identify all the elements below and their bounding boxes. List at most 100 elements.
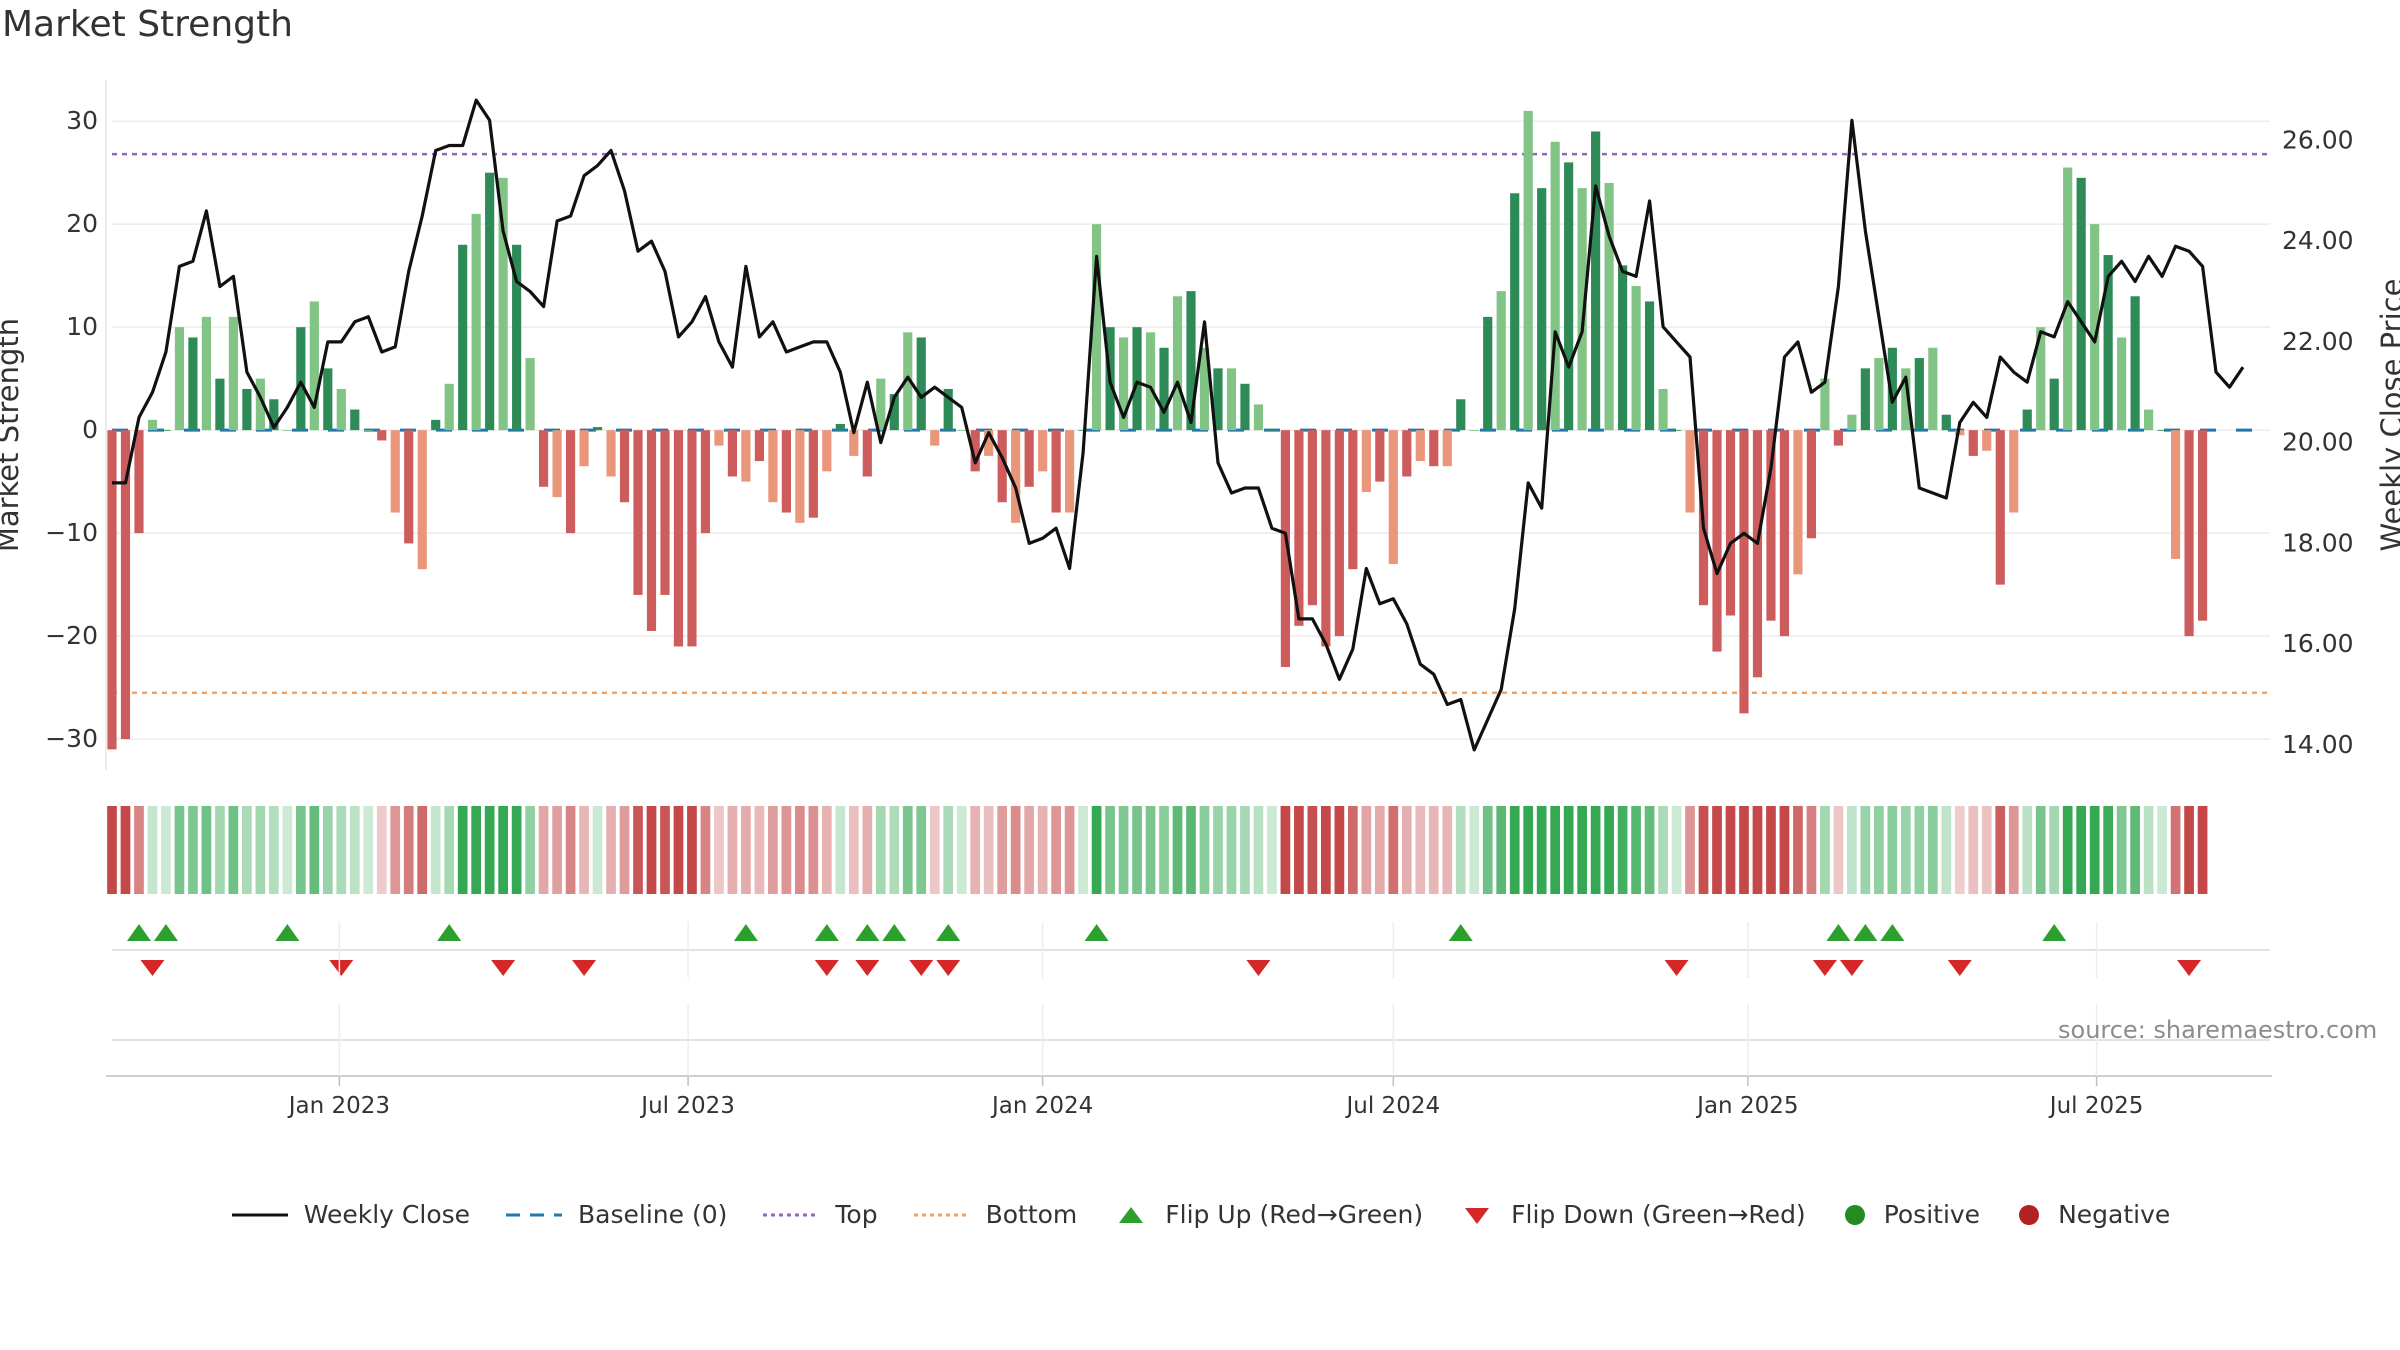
- strength-bar: [727, 430, 738, 477]
- flip-up-marker: [733, 924, 758, 941]
- y-axis-title: Market Strength: [0, 318, 25, 552]
- strength-bar: [2197, 430, 2208, 621]
- strength-bar: [1766, 430, 1776, 621]
- heat-cell: [1321, 806, 1331, 894]
- heat-cell: [1604, 806, 1614, 894]
- heat-cell: [1536, 806, 1547, 894]
- heat-cell: [1213, 806, 1223, 894]
- heat-cell: [1887, 806, 1898, 894]
- strength-bar: [1429, 430, 1439, 467]
- heat-cell: [1091, 806, 1102, 894]
- strength-bar: [1847, 414, 1857, 431]
- strength-bar: [2130, 296, 2140, 431]
- heat-cell: [929, 806, 940, 894]
- y-tick-label: 20: [66, 209, 98, 238]
- heat-cell: [484, 806, 495, 894]
- strength-bar: [997, 430, 1007, 503]
- heat-cell: [1550, 806, 1561, 894]
- strength-bar: [404, 430, 414, 544]
- heat-cell: [1995, 806, 2006, 894]
- legend-item-negative: Negative: [2014, 1200, 2170, 1229]
- strength-bar: [1739, 430, 1749, 714]
- heat-cell: [1253, 806, 1264, 894]
- x-tick-label: Jan 2025: [1695, 1093, 1798, 1119]
- strength-bar: [1375, 430, 1385, 482]
- strength-bar: [2144, 409, 2154, 431]
- strength-bar: [1240, 383, 1250, 431]
- strength-bar: [1550, 141, 1560, 431]
- heat-cell: [619, 806, 630, 894]
- heat-cell: [1051, 806, 1061, 894]
- strength-bar: [269, 399, 279, 431]
- heat-cell: [1482, 806, 1493, 894]
- heat-cell: [2143, 806, 2154, 894]
- heat-cell: [1226, 806, 1237, 894]
- strength-bar: [862, 430, 872, 477]
- strength-bar: [107, 430, 117, 750]
- heat-cell: [1941, 806, 1952, 894]
- heat-cell: [1186, 806, 1196, 894]
- heat-cell: [268, 806, 279, 894]
- flip-down-marker: [936, 960, 961, 976]
- heat-cell: [727, 806, 738, 894]
- heat-cell: [1577, 806, 1587, 894]
- strength-bar: [1159, 347, 1169, 431]
- heat-cell: [403, 806, 414, 894]
- strength-bar: [619, 430, 630, 503]
- heat-cell: [1267, 806, 1277, 894]
- legend-label-bottom: Bottom: [985, 1200, 1078, 1229]
- strength-bar: [552, 430, 562, 498]
- heat-cell: [349, 806, 360, 894]
- strength-bar: [1199, 347, 1210, 431]
- strength-bar: [1523, 110, 1533, 431]
- heat-cell: [134, 806, 144, 894]
- flip-down-marker: [1246, 960, 1271, 976]
- legend-item-flip-up: Flip Up (Red→Green): [1111, 1200, 1423, 1229]
- flip-markers-panel: [112, 924, 2270, 976]
- heat-cell: [322, 806, 333, 894]
- legend-label-flip-down: Flip Down (Green→Red): [1511, 1200, 1806, 1229]
- flip-up-marker: [855, 924, 880, 941]
- heat-cell: [1954, 806, 1965, 894]
- triangle-down-icon: [1465, 1207, 1490, 1224]
- heat-cell: [363, 806, 374, 894]
- flip-down-marker: [491, 960, 516, 976]
- strength-bar: [1914, 358, 1924, 431]
- heat-cell: [956, 806, 967, 894]
- strength-bar: [1334, 430, 1344, 637]
- strength-bar: [1132, 327, 1142, 431]
- heat-cell: [1914, 806, 1925, 894]
- strength-bar: [1860, 368, 1870, 431]
- strength-bar: [1496, 291, 1506, 431]
- legend-label-positive: Positive: [1883, 1200, 1981, 1229]
- strength-bar: [1995, 430, 2005, 585]
- heat-cell: [1644, 806, 1655, 894]
- heat-cell: [1833, 806, 1844, 894]
- flip-up-marker: [1826, 924, 1851, 941]
- strength-bar: [417, 430, 427, 570]
- heat-cell: [983, 806, 994, 894]
- heat-cell: [1698, 806, 1709, 894]
- flip-up-marker: [1448, 924, 1473, 941]
- strength-bar: [1442, 430, 1452, 467]
- strength-bar: [903, 332, 913, 431]
- flip-up-marker: [126, 924, 151, 941]
- heat-cell: [1820, 806, 1830, 894]
- strength-bar: [1051, 430, 1061, 513]
- flip-down-marker: [1947, 960, 1972, 976]
- heat-cell: [2076, 806, 2087, 894]
- strength-bar: [781, 430, 791, 513]
- strength-bar: [1685, 430, 1695, 513]
- strength-bar: [1469, 430, 1479, 431]
- heat-cell: [2035, 806, 2046, 894]
- heat-cell: [2197, 806, 2208, 894]
- strength-bar: [2117, 337, 2127, 431]
- date-axis-panel: Jan 2023 Jul 2023 Jan 2024 Jul 2024 Jan 2025…: [106, 922, 2272, 1119]
- strength-bar: [714, 430, 724, 446]
- strength-bar: [1833, 430, 1843, 446]
- strength-bar: [579, 430, 589, 467]
- heat-cell: [2062, 806, 2073, 894]
- strength-bar: [1456, 399, 1466, 431]
- baseline-swatch-icon: [506, 1213, 563, 1216]
- heat-cell: [2170, 806, 2181, 894]
